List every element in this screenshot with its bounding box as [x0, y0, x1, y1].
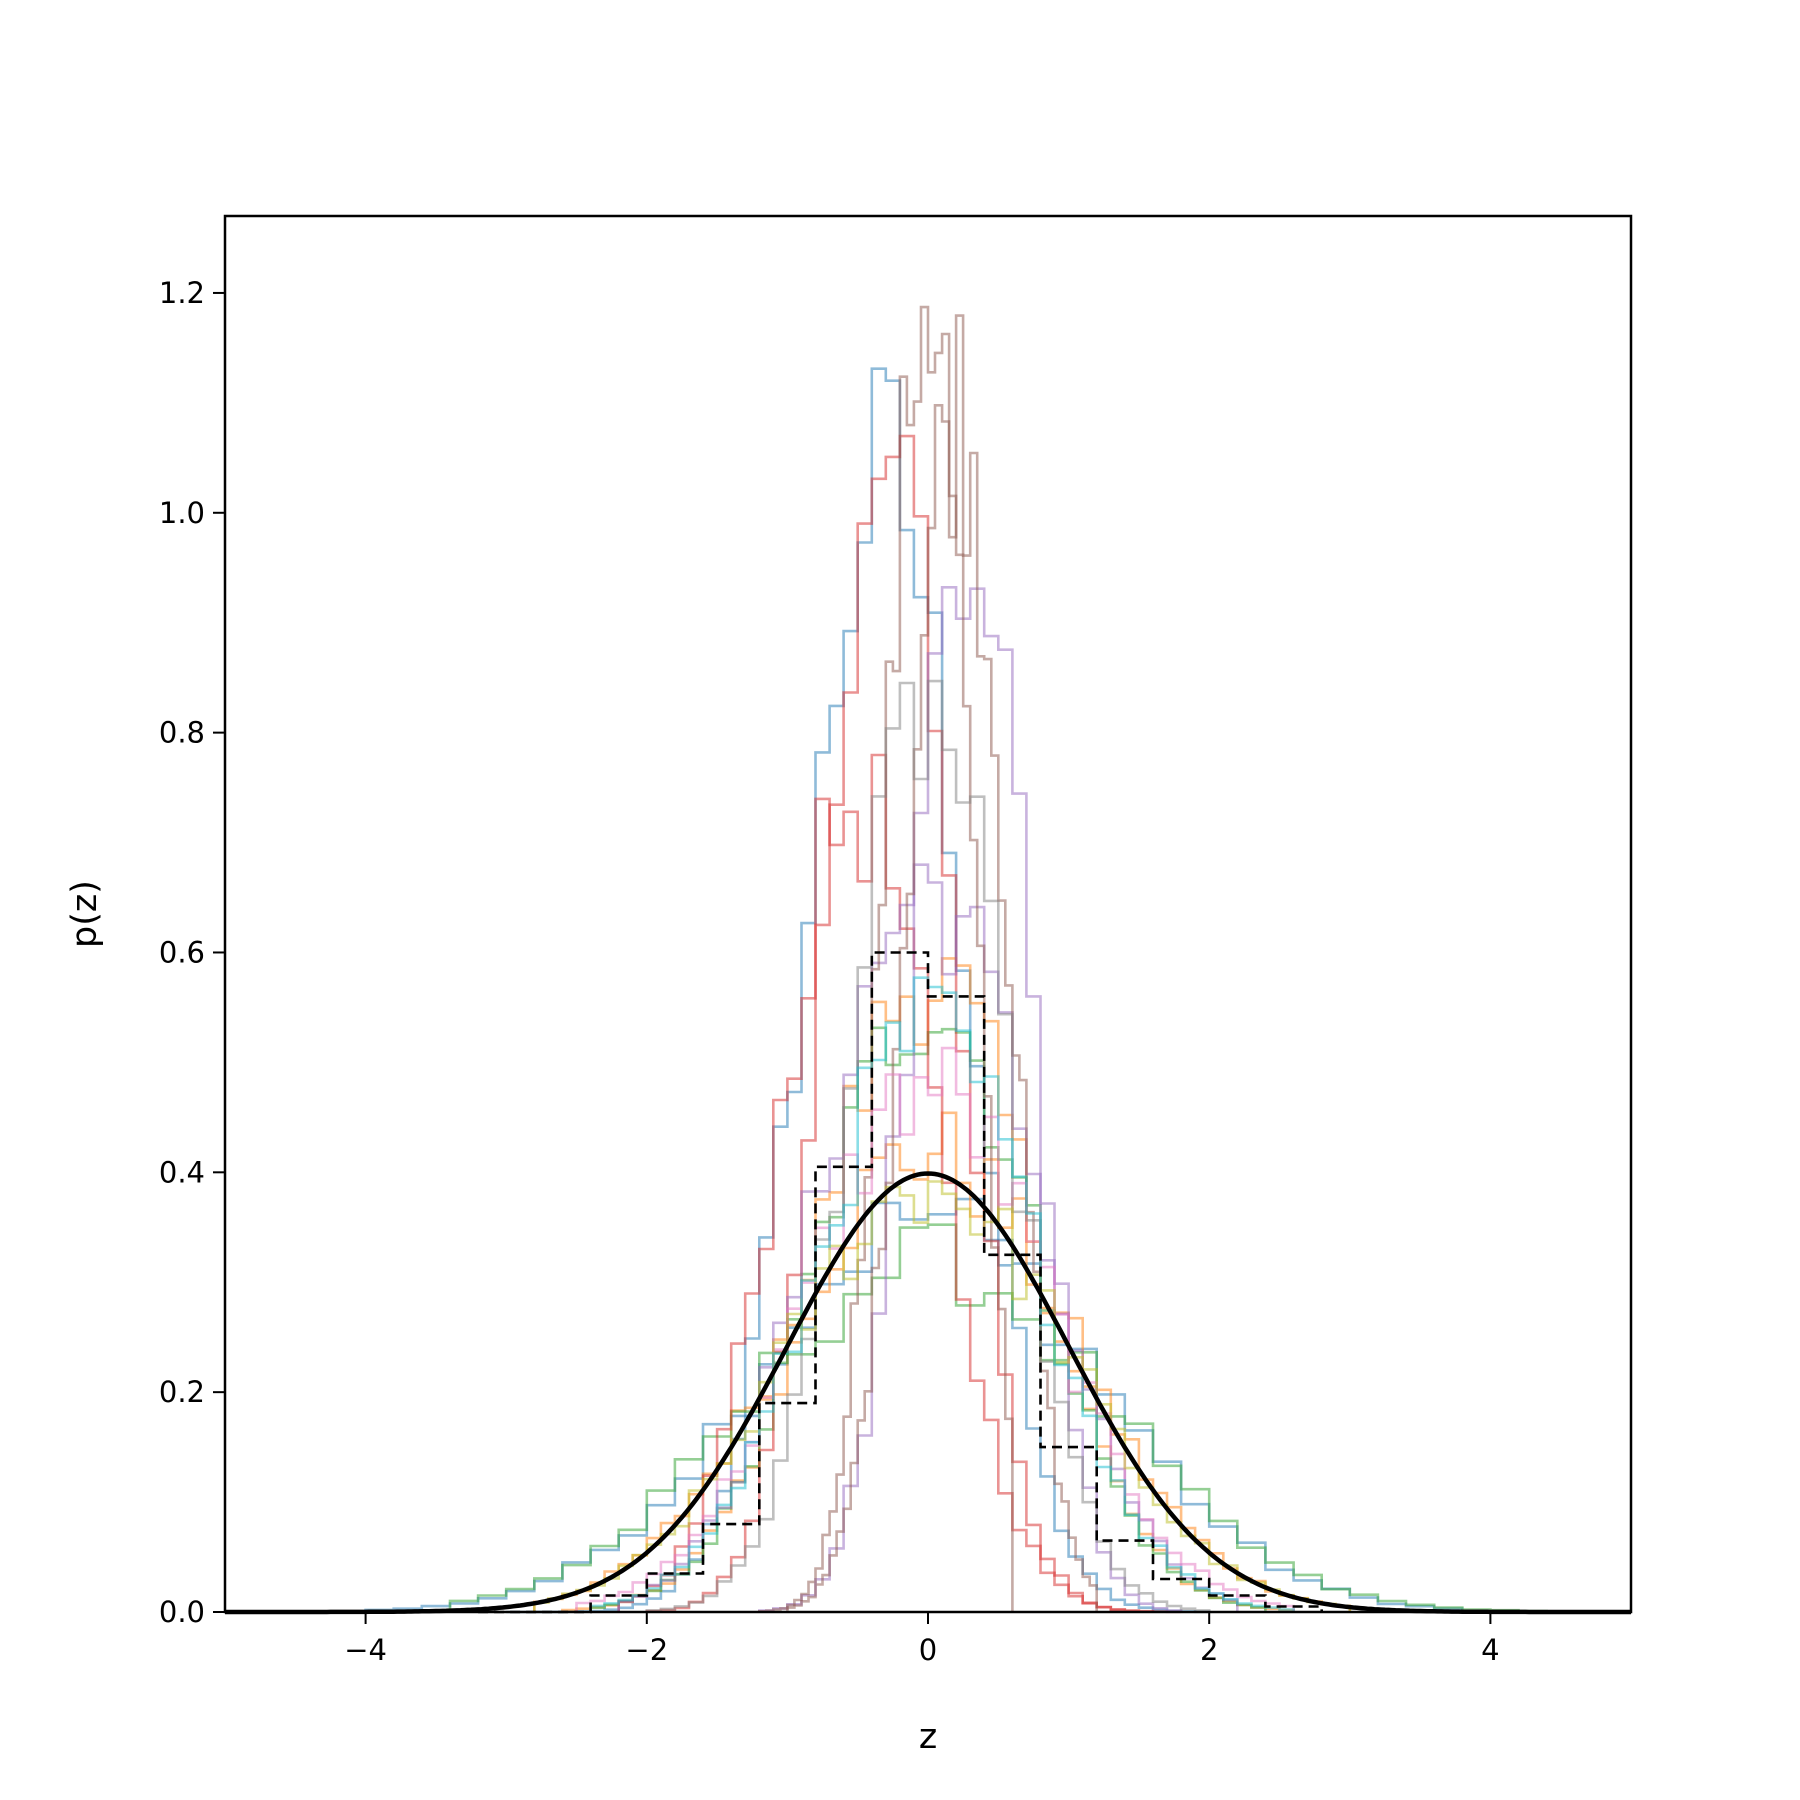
x-ticks: −4 −2 0 2 4 — [344, 1612, 1500, 1667]
plot-frame — [223, 214, 1633, 1614]
y-tick-label: 1.2 — [159, 276, 205, 310]
histogram-14 — [645, 679, 1211, 1612]
histogram-13 — [575, 1046, 1295, 1612]
y-tick-label: 1.0 — [159, 496, 205, 530]
histogram-5 — [448, 1223, 1605, 1613]
y-axis-label: p(z) — [65, 880, 105, 948]
x-tick-label: −4 — [344, 1633, 387, 1667]
histogram-2 — [364, 1197, 1464, 1612]
dashed-histogram — [478, 951, 1323, 1614]
normal-curve-layer — [225, 1171, 1631, 1615]
x-tick-label: 4 — [1481, 1633, 1499, 1667]
x-tick-label: −2 — [625, 1633, 668, 1667]
x-tick-label: 0 — [919, 1633, 937, 1667]
y-tick-label: 0.2 — [159, 1375, 205, 1409]
y-tick-label: 0.0 — [159, 1595, 205, 1629]
y-ticks: 0.0 0.2 0.4 0.6 0.8 1.0 1.2 — [159, 276, 225, 1629]
y-tick-label: 0.6 — [159, 935, 205, 969]
histogram-16 — [589, 976, 1295, 1612]
histogram-12 — [786, 314, 1098, 1612]
histogram-layer — [364, 305, 1605, 1614]
dashed-histogram-layer — [478, 951, 1323, 1614]
histogram-1 — [506, 367, 1211, 1614]
x-tick-label: 2 — [1200, 1633, 1218, 1667]
histogram-15 — [533, 1180, 1352, 1612]
y-tick-label: 0.4 — [159, 1155, 205, 1189]
y-tick-label: 0.8 — [159, 716, 205, 750]
x-axis-label: z — [919, 1717, 937, 1757]
normal-pdf-curve — [225, 1171, 1631, 1615]
